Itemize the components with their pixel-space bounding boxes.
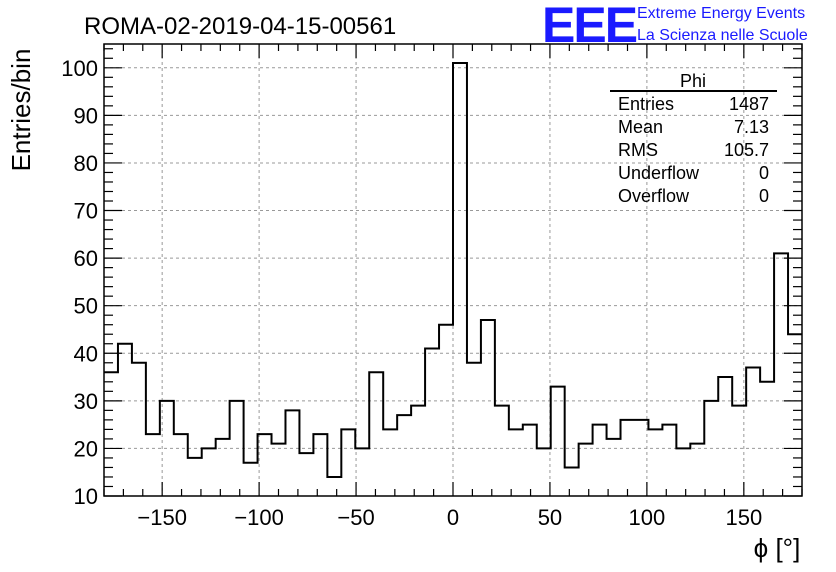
y-tick-label: 100 [61,56,98,81]
y-tick-label: 90 [74,103,98,128]
stats-value-mean: 7.13 [734,117,769,137]
stats-label-mean: Mean [618,117,663,137]
logo-line-2: La Scienza nelle Scuole [637,27,808,44]
x-tick-label: −100 [234,505,284,530]
axis-ticks [103,44,803,497]
tick-labels: −150 −100 −50 0 50 100 150 10 20 30 40 50 60 70 80 90 10… [61,56,762,530]
stats-box-title: Phi [680,71,706,91]
y-tick-label: 40 [74,341,98,366]
stats-value-rms: 105.7 [724,140,769,160]
stats-label-overflow: Overflow [618,186,690,206]
eee-logo: EEE Extreme Energy Events La Scienza nel… [542,0,808,53]
y-axis-title: Entries/bin [6,49,36,172]
y-tick-label: 30 [74,389,98,414]
x-tick-label: −50 [337,505,374,530]
x-tick-label: 100 [629,505,666,530]
x-tick-label: 150 [725,505,762,530]
stats-label-entries: Entries [618,94,674,114]
stats-box: Phi Entries 1487 Mean 7.13 RMS 105.7 Und… [610,71,777,206]
chart-title: ROMA-02-2019-04-15-00561 [84,13,396,40]
y-tick-label: 60 [74,246,98,271]
stats-value-underflow: 0 [759,163,769,183]
stats-value-overflow: 0 [759,186,769,206]
x-tick-label: −150 [137,505,187,530]
stats-label-rms: RMS [618,140,658,160]
y-tick-label: 80 [74,151,98,176]
x-tick-label: 50 [538,505,562,530]
y-tick-label: 70 [74,199,98,224]
x-axis-title: ϕ [°] [754,533,801,563]
y-tick-label: 20 [74,436,98,461]
stats-label-underflow: Underflow [618,163,700,183]
histogram-series-line [104,62,802,478]
stats-value-entries: 1487 [729,94,769,114]
y-tick-label: 50 [74,294,98,319]
logo-line-1: Extreme Energy Events [637,5,805,22]
x-tick-label: 0 [447,505,459,530]
y-tick-label: 10 [74,484,98,509]
logo-mark: EEE [542,0,637,53]
